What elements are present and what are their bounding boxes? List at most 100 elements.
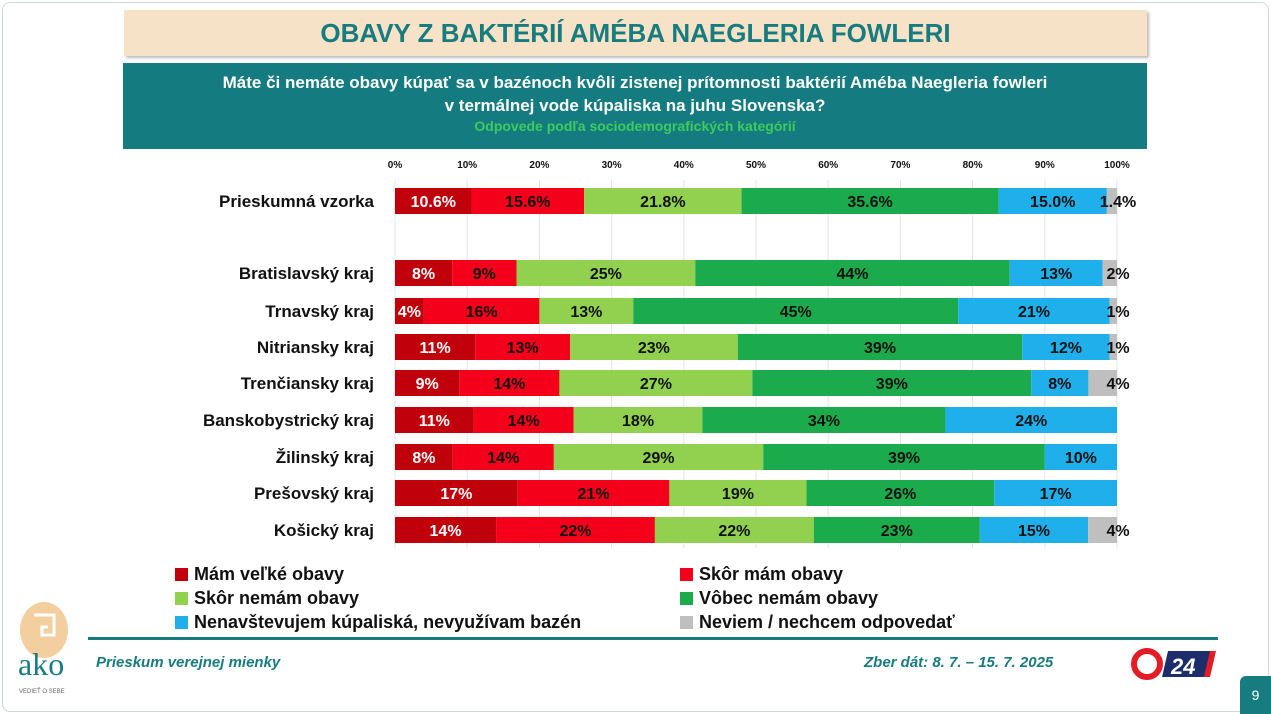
data-label: 13% xyxy=(1040,266,1072,283)
bar-segment xyxy=(475,334,571,360)
x-tick-label: 40% xyxy=(674,160,694,171)
x-tick-label: 80% xyxy=(963,160,983,171)
data-label: 11% xyxy=(420,340,451,357)
bar-segment xyxy=(633,298,959,324)
bar-segment xyxy=(496,517,655,543)
data-label: 2% xyxy=(1106,266,1129,283)
question-line-1: Máte či nemáte obavy kúpať sa v bazénoch… xyxy=(222,73,1048,92)
bar-segment xyxy=(958,298,1110,324)
slide-title: OBAVY Z BAKTÉRIÍ AMÉBA NAEGLERIA FOWLERI xyxy=(124,10,1147,56)
data-label: 21% xyxy=(578,486,610,503)
bar-segment xyxy=(1109,334,1117,360)
bar-segment xyxy=(516,260,696,286)
data-label: 1.4% xyxy=(1100,194,1136,211)
bar-segment xyxy=(459,370,560,396)
bar-segment xyxy=(1106,188,1117,214)
bar-segment xyxy=(395,480,518,506)
bar-segment xyxy=(395,298,424,324)
bar-segment xyxy=(741,188,999,214)
category-label: Trnavský kraj xyxy=(265,302,374,321)
bar-segment xyxy=(813,517,980,543)
question-subtitle: Odpovede podľa sociodemografických kateg… xyxy=(474,118,796,134)
data-label: 16% xyxy=(466,304,498,321)
legend-swatch xyxy=(680,592,693,605)
legend-label: Mám veľké obavy xyxy=(194,564,345,584)
data-label: 10% xyxy=(1065,450,1097,467)
category-label: Nitriansky kraj xyxy=(257,338,374,357)
data-label: 45% xyxy=(780,304,812,321)
data-label: 8% xyxy=(412,450,435,467)
bar-segment xyxy=(998,188,1107,214)
bar-segment xyxy=(806,480,995,506)
bar-segment xyxy=(737,334,1023,360)
bar-segment xyxy=(395,188,472,214)
data-label: 9% xyxy=(416,376,439,393)
data-label: 23% xyxy=(638,340,670,357)
data-label: 22% xyxy=(559,523,591,540)
data-label: 22% xyxy=(718,523,750,540)
data-label: 14% xyxy=(487,450,519,467)
bar-segment xyxy=(395,517,497,543)
page-number: 9 xyxy=(1240,676,1271,714)
question-box: Máte či nemáte obavy kúpať sa v bazénoch… xyxy=(123,63,1147,149)
x-tick-label: 30% xyxy=(602,160,622,171)
data-label: 35.6% xyxy=(847,194,892,211)
ako-logo: ako VEDIEŤ O SEBE xyxy=(18,602,68,695)
data-label: 23% xyxy=(881,523,913,540)
bar-segment xyxy=(573,407,703,433)
bar-segment xyxy=(452,260,517,286)
data-label: 26% xyxy=(884,486,916,503)
legend-label: Skôr mám obavy xyxy=(699,564,844,584)
data-label: 44% xyxy=(836,266,868,283)
data-label: 1% xyxy=(1106,340,1129,357)
legend-swatch xyxy=(680,568,693,581)
bar-segment xyxy=(471,188,585,214)
bar-segment xyxy=(1031,370,1089,396)
data-label: 12% xyxy=(1050,340,1082,357)
category-label: Trenčiansky kraj xyxy=(241,374,374,393)
data-label: 21.8% xyxy=(640,194,685,211)
data-label: 25% xyxy=(590,266,622,283)
x-tick-label: 60% xyxy=(818,160,838,171)
bar-segment xyxy=(945,407,1117,433)
category-label: Prešovský kraj xyxy=(254,484,374,503)
x-tick-label: 20% xyxy=(529,160,549,171)
bar-segment xyxy=(395,370,460,396)
data-label: 8% xyxy=(1048,376,1071,393)
x-tick-label: 0% xyxy=(388,160,403,171)
data-label: 21% xyxy=(1018,304,1050,321)
legend-swatch xyxy=(175,592,188,605)
legend-item: Skôr mám obavy xyxy=(680,564,843,585)
data-label: 1% xyxy=(1106,304,1129,321)
data-label: 13% xyxy=(570,304,602,321)
data-label: 8% xyxy=(412,266,435,283)
data-label: 14% xyxy=(493,376,525,393)
bar-segment xyxy=(517,480,670,506)
bar-segment xyxy=(1109,298,1117,324)
data-label: 29% xyxy=(643,450,675,467)
x-tick-label: 90% xyxy=(1035,160,1055,171)
bar-segment xyxy=(539,298,634,324)
bar-segment xyxy=(669,480,807,506)
category-label: Košický kraj xyxy=(274,521,374,540)
bar-segment xyxy=(702,407,946,433)
x-tick-label: 70% xyxy=(890,160,910,171)
bar-segment xyxy=(763,444,1045,470)
legend-swatch xyxy=(680,616,693,629)
ako-logo-text: ako xyxy=(18,646,64,682)
bar-segment xyxy=(395,260,453,286)
tv-logo-text: 24 xyxy=(1170,654,1195,679)
legend-label: Neviem / nechcem odpovedať xyxy=(699,612,955,632)
category-label: Bratislavský kraj xyxy=(239,264,374,283)
footer-data-collection: Zber dát: 8. 7. – 15. 7. 2025 xyxy=(864,654,1054,671)
bar-segment xyxy=(1044,444,1117,470)
data-label: 15.0% xyxy=(1030,194,1075,211)
bar-segment xyxy=(584,188,742,214)
bar-segment xyxy=(395,444,453,470)
bar-segment xyxy=(752,370,1032,396)
legend-label: Vôbec nemám obavy xyxy=(699,588,879,608)
data-label: 39% xyxy=(876,376,908,393)
footer-survey-label: Prieskum verejnej mienky xyxy=(96,654,281,671)
